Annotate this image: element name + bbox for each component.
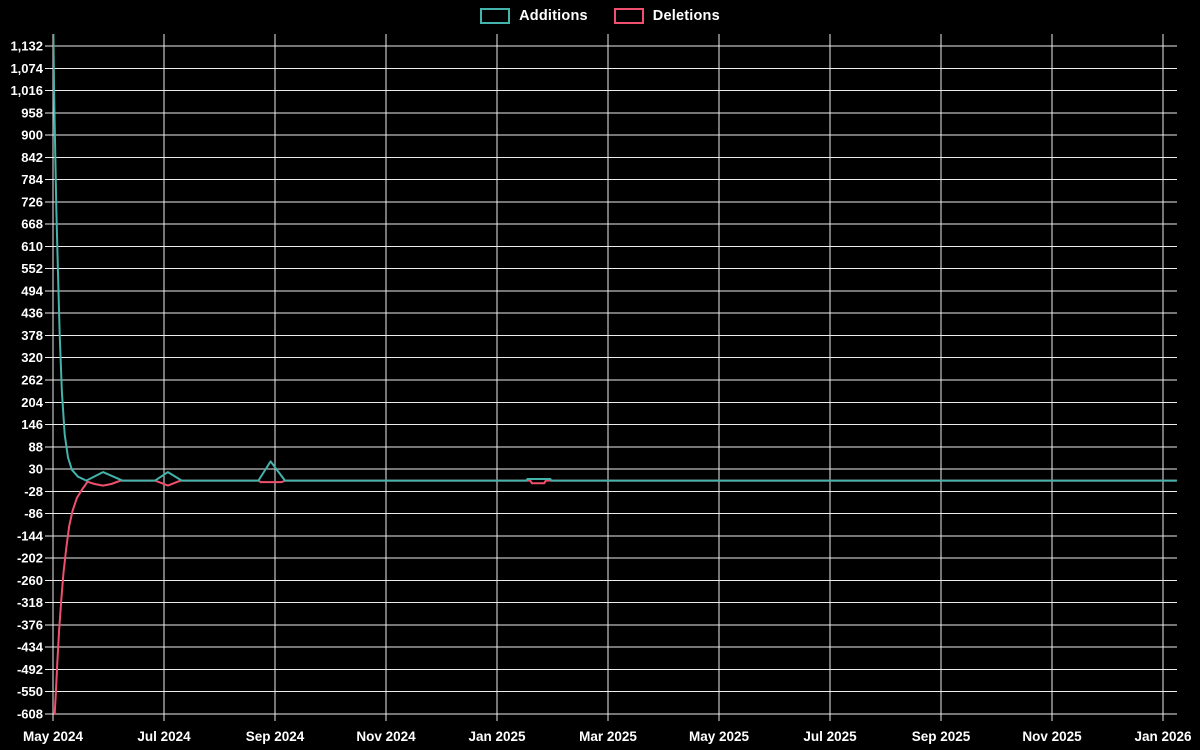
y-tick-label: -434 <box>17 640 44 655</box>
y-tick-label: 146 <box>21 417 43 432</box>
x-tick-label: Mar 2025 <box>579 729 637 744</box>
y-tick-label: 552 <box>21 261 43 276</box>
y-tick-label: 1,132 <box>10 39 43 54</box>
x-tick-label: May 2024 <box>23 729 84 744</box>
y-tick-label: 378 <box>21 328 43 343</box>
y-tick-label: 1,016 <box>10 83 43 98</box>
x-tick-label: Nov 2024 <box>356 729 416 744</box>
y-tick-label: -144 <box>17 528 44 543</box>
legend-label-deletions: Deletions <box>652 8 720 24</box>
chart-legend: Additions Deletions <box>0 8 1200 24</box>
y-tick-label: 30 <box>29 462 43 477</box>
deletions-swatch-icon <box>613 8 644 24</box>
y-tick-label: -86 <box>24 506 43 521</box>
legend-label-additions: Additions <box>519 8 588 24</box>
deletions-line-series <box>53 479 1177 715</box>
x-tick-label: Jan 2025 <box>468 729 526 744</box>
y-tick-label: 900 <box>21 128 43 143</box>
legend-item-additions[interactable]: Additions <box>480 8 588 24</box>
y-tick-label: -376 <box>17 617 43 632</box>
y-tick-label: 204 <box>21 395 43 410</box>
y-tick-label: 842 <box>21 150 43 165</box>
y-tick-label: 262 <box>21 373 43 388</box>
y-tick-label: 494 <box>21 283 43 298</box>
y-tick-label: -550 <box>17 684 43 699</box>
x-tick-label: May 2025 <box>689 729 750 744</box>
x-tick-label: Jan 2026 <box>1134 729 1192 744</box>
y-tick-label: -492 <box>17 662 43 677</box>
y-tick-label: -318 <box>17 595 43 610</box>
legend-item-deletions[interactable]: Deletions <box>613 8 720 24</box>
y-tick-label: 784 <box>21 172 43 187</box>
y-tick-label: 320 <box>21 350 43 365</box>
x-tick-label: Sep 2024 <box>246 729 305 744</box>
x-tick-label: Sep 2025 <box>912 729 971 744</box>
y-tick-label: -608 <box>17 707 43 722</box>
y-tick-label: 610 <box>21 239 43 254</box>
additions-swatch-icon <box>480 8 511 24</box>
y-tick-label: -260 <box>17 573 43 588</box>
y-tick-label: 88 <box>29 439 43 454</box>
y-tick-label: -202 <box>17 551 43 566</box>
y-tick-label: 726 <box>21 194 43 209</box>
x-tick-label: Jul 2024 <box>137 729 191 744</box>
y-tick-label: 1,074 <box>10 61 43 76</box>
y-tick-label: 436 <box>21 306 43 321</box>
x-tick-label: Nov 2025 <box>1022 729 1082 744</box>
y-tick-label: 958 <box>21 105 43 120</box>
additions-line-series <box>53 34 1177 482</box>
y-tick-label: 668 <box>21 217 43 232</box>
x-tick-label: Jul 2025 <box>803 729 857 744</box>
y-tick-label: -28 <box>24 484 43 499</box>
